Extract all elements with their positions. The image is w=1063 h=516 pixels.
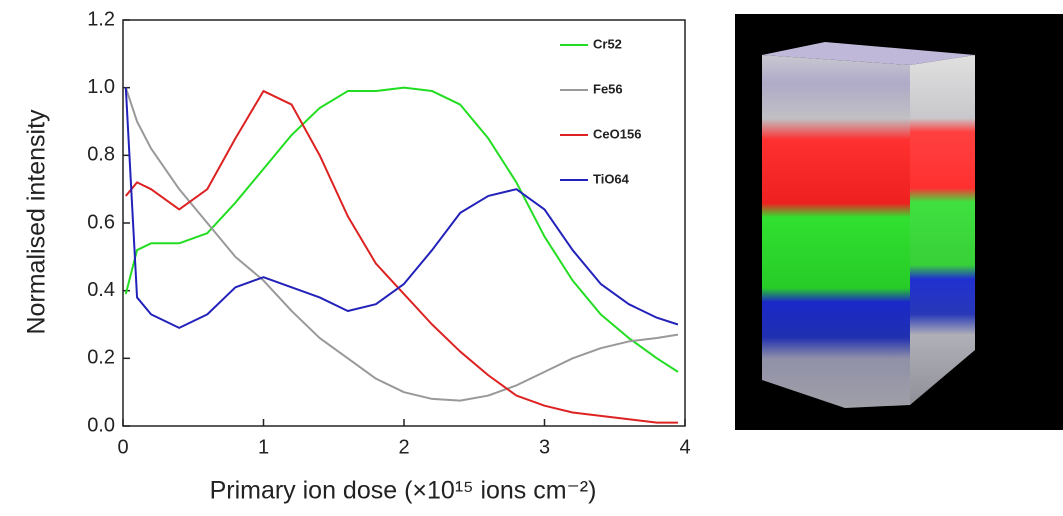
- x-tick-label: 2: [398, 436, 409, 458]
- block-side: [910, 55, 975, 405]
- series-line: [124, 87, 679, 329]
- legend-label: Cr52: [593, 36, 622, 51]
- x-tick-label: 4: [679, 436, 690, 458]
- legend-label: TiO64: [593, 171, 630, 186]
- x-axis-label: Primary ion dose (×10¹⁵ ions cm⁻²): [210, 477, 597, 505]
- series-line: [124, 87, 679, 402]
- legend-label: CeO156: [593, 126, 641, 141]
- y-axis-label: Normalised intensity: [23, 109, 51, 335]
- y-tick-label: 0.6: [87, 211, 115, 233]
- y-tick-label: 0.0: [87, 414, 115, 436]
- block-top: [762, 42, 975, 65]
- x-tick-label: 3: [539, 436, 550, 458]
- series-line: [125, 90, 678, 424]
- y-tick-label: 0.8: [87, 144, 115, 166]
- x-tick-label: 1: [258, 436, 269, 458]
- y-tick-label: 0.4: [87, 279, 115, 301]
- y-tick-label: 0.2: [87, 347, 115, 369]
- y-tick-label: 1.0: [87, 76, 115, 98]
- legend-label: Fe56: [593, 81, 623, 96]
- block-front: [762, 55, 910, 408]
- series-line: [124, 86, 679, 373]
- x-tick-label: 0: [117, 436, 128, 458]
- y-tick-label: 1.2: [87, 8, 115, 30]
